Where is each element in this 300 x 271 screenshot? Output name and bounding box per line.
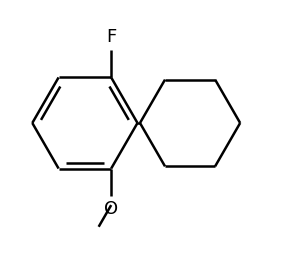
Text: F: F: [106, 28, 116, 46]
Text: O: O: [104, 200, 118, 218]
